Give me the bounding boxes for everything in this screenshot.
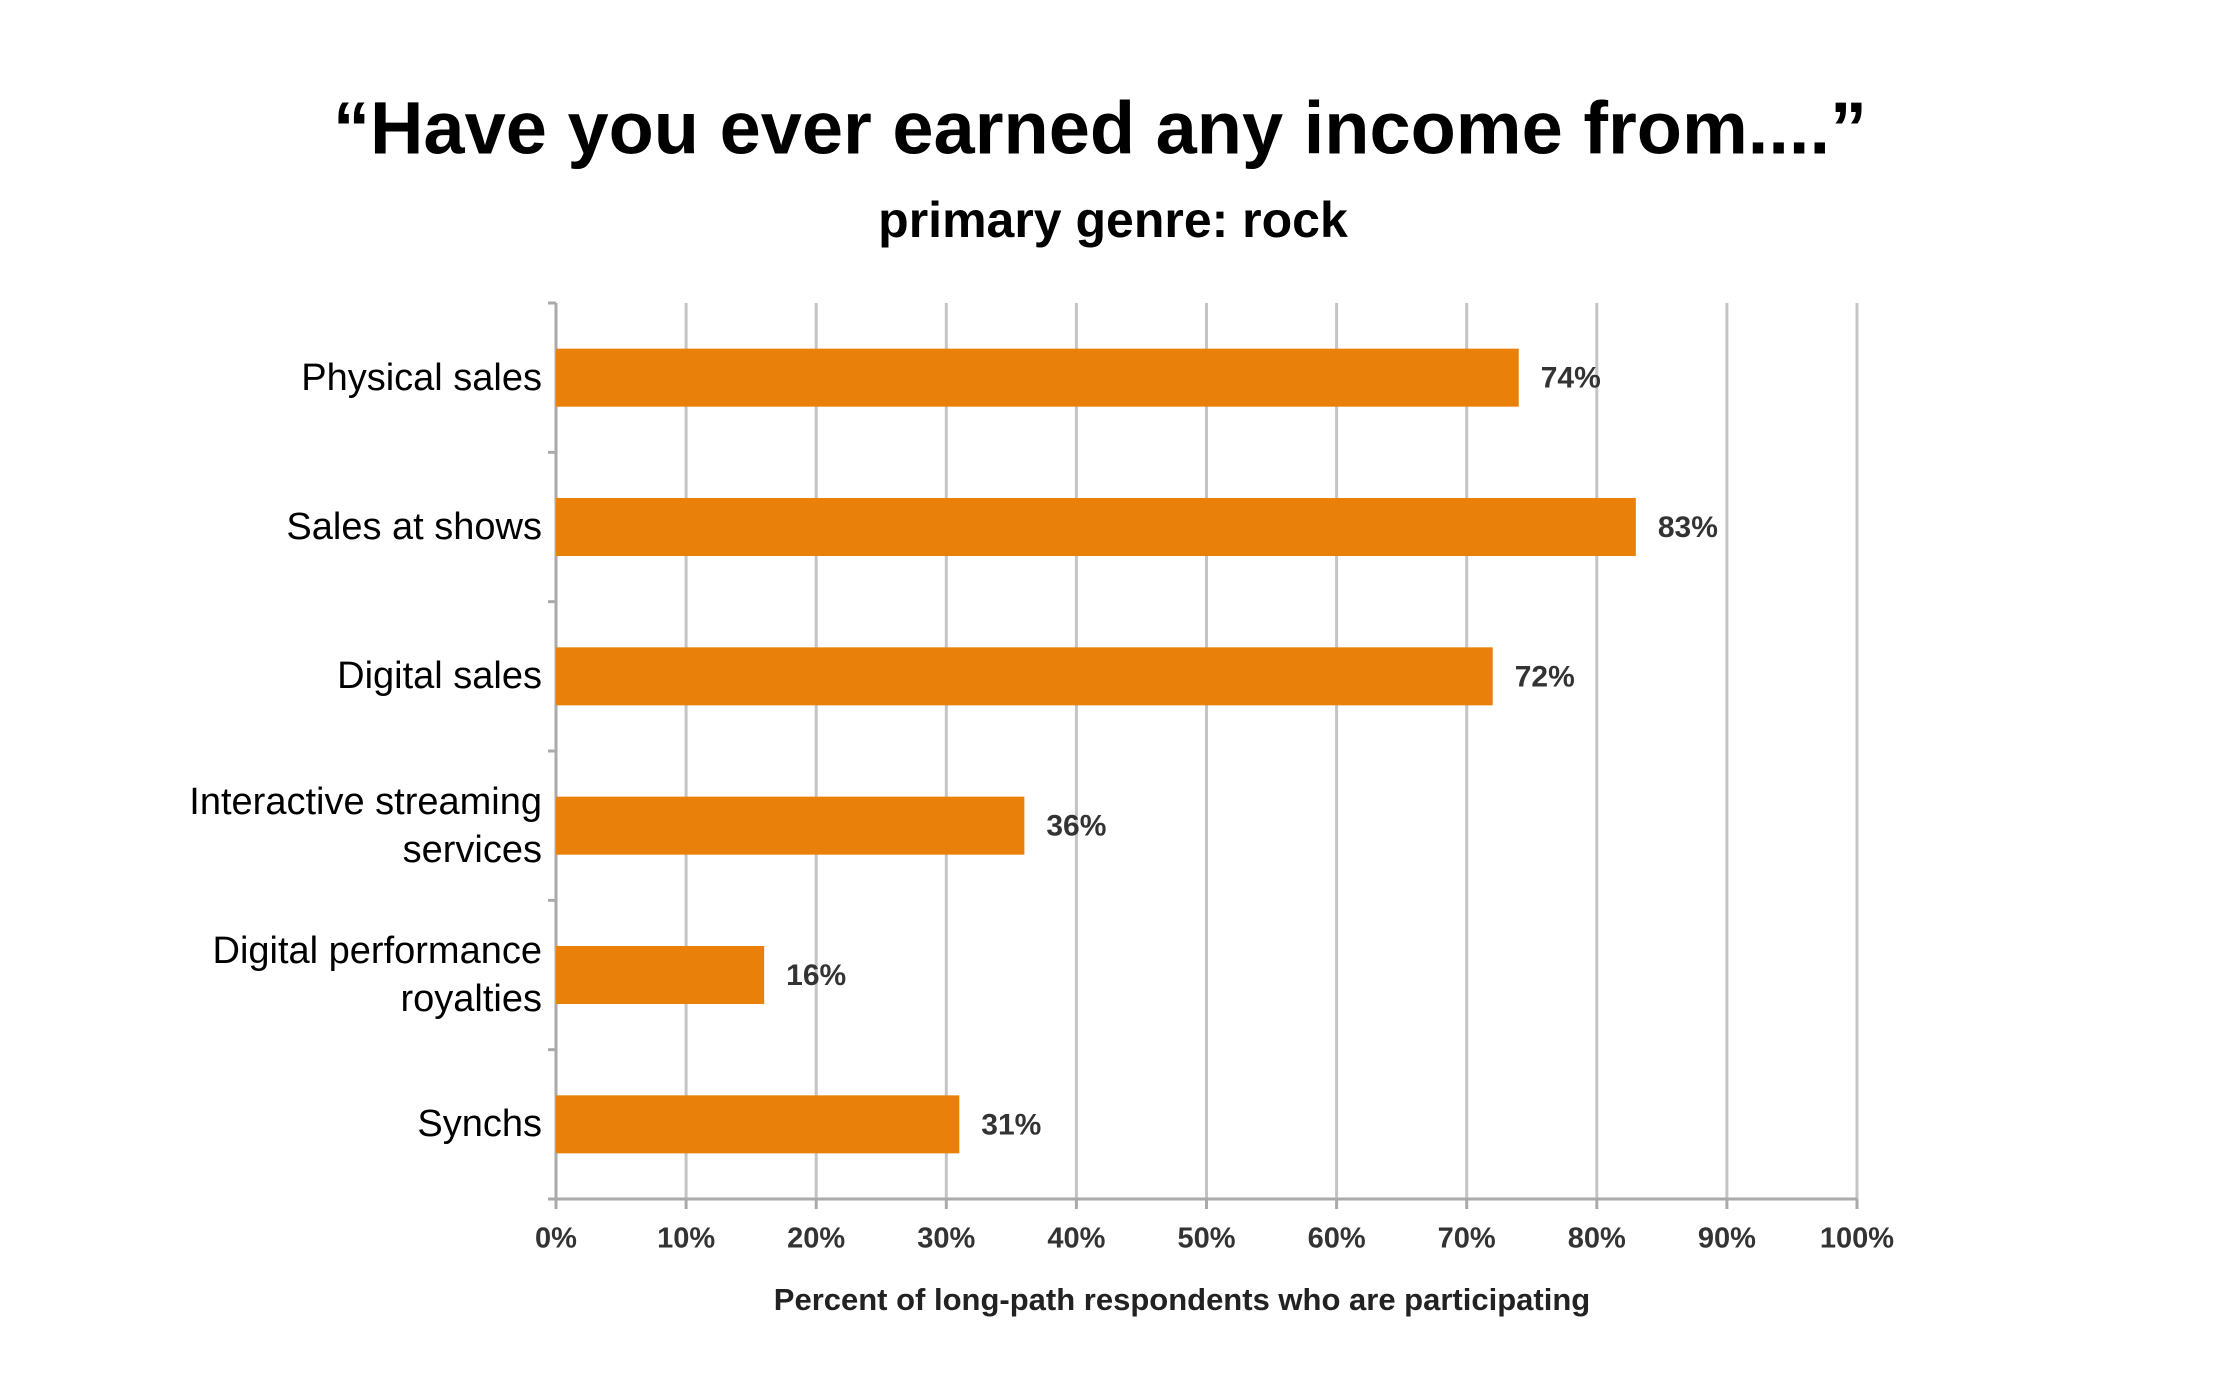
value-label: 31% [981,1108,1041,1141]
value-label: 83% [1658,511,1718,544]
x-tick-label: 90% [1698,1223,1756,1255]
y-tick-label: Interactive streaming services [189,780,542,871]
x-tick-label: 70% [1438,1223,1496,1255]
x-tick-label: 40% [1047,1223,1105,1255]
x-tick-label: 30% [917,1223,975,1255]
y-tick-label: Digital performance royalties [212,930,542,1020]
y-tick-label: Sales at shows [286,506,542,548]
y-tick-label: Physical sales [301,356,542,399]
x-tick-label: 20% [787,1223,845,1255]
bar [556,1095,960,1154]
x-tick-label: 60% [1308,1223,1366,1255]
bar [556,498,1636,556]
x-tick-label: 80% [1568,1223,1626,1255]
chart-title: “Have you ever earned any income from...… [333,87,1867,170]
value-label: 74% [1541,362,1601,395]
chart-subtitle: primary genre: rock [878,192,1348,248]
value-label: 36% [1046,810,1106,843]
bar [556,348,1519,407]
x-tick-label: 50% [1177,1223,1235,1255]
x-tick-label: 100% [1820,1223,1894,1255]
bar [556,946,765,1004]
y-tick-label: Digital sales [337,655,542,698]
bar [556,796,1025,855]
x-axis-label: Percent of long-path respondents who are… [774,1282,1590,1317]
x-tick-label: 0% [535,1223,577,1255]
value-label: 72% [1515,660,1575,693]
value-label: 16% [786,959,846,992]
x-tick-label: 10% [657,1223,715,1255]
y-tick-label: Synchs [417,1103,542,1146]
bar [556,647,1493,706]
